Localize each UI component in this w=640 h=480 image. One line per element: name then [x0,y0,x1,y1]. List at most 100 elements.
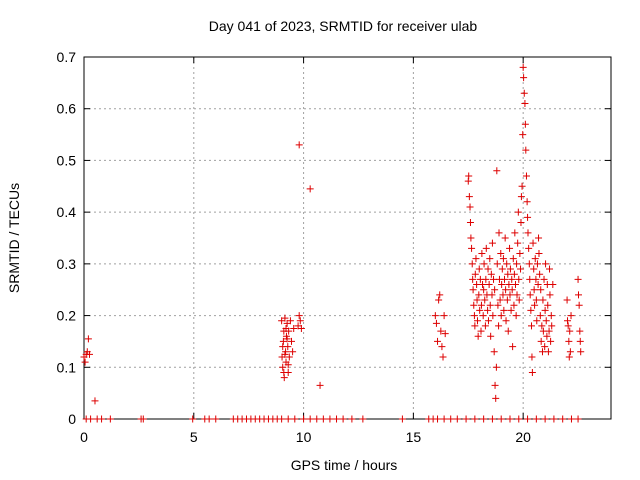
data-point [576,327,584,335]
data-point [471,270,479,278]
data-point [515,296,523,304]
data-point [515,415,523,423]
data-point [279,337,287,345]
data-point [205,415,213,423]
y-tick-label: 0.4 [57,204,77,220]
data-point [509,255,517,263]
data-point [278,415,286,423]
data-point [295,141,303,149]
data-point [285,353,293,361]
data-point [574,275,582,283]
data-point [510,270,518,278]
data-point [495,322,503,330]
data-point [466,218,474,226]
data-point [501,234,509,242]
data-point [282,325,290,332]
data-point [488,291,496,299]
data-point [525,260,533,268]
data-point [473,281,481,289]
data-point [542,317,550,325]
data-point [506,291,514,299]
data-point [469,275,477,283]
data-point [519,131,527,139]
data-point [506,415,514,423]
data-point [524,213,532,221]
data-point [529,239,537,247]
data-point [535,250,543,258]
data-point [477,327,485,335]
data-point [479,312,487,320]
data-point [513,260,521,268]
data-point [514,239,522,247]
y-tick-label: 0.5 [57,152,77,168]
data-point [503,260,511,268]
data-point [531,301,539,309]
data-point [544,348,552,356]
data-point [139,415,147,423]
data-point [524,229,532,237]
data-point [85,350,93,358]
data-point [333,415,341,423]
data-point [487,270,495,278]
data-point [434,337,442,345]
data-point [566,348,574,356]
data-point [491,286,499,294]
chart-title: Day 041 of 2023, SRMTID for receiver ula… [209,18,478,34]
data-point [575,301,583,309]
data-point [524,415,532,423]
data-point [481,296,489,304]
x-tick-label: 0 [80,429,88,445]
data-point [502,286,510,294]
axis-ticks: 0 0.1 0.2 0.3 0.4 0.5 0.6 0.7 0 5 10 15 20 [57,49,611,445]
data-point [440,415,448,423]
data-point [436,291,444,299]
data-point [434,415,442,423]
data-point [575,291,583,299]
data-point [319,415,327,423]
data-point [530,286,538,294]
data-point [466,203,474,211]
data-point [494,301,502,309]
data-point [289,348,297,356]
data-point [532,275,540,283]
data-point [527,306,535,314]
data-point [485,281,493,289]
data-point [507,306,515,314]
data-point [486,301,494,309]
data-point [505,281,513,289]
data-point [501,275,509,283]
data-point [279,363,287,371]
data-point [488,415,496,423]
data-point [509,343,517,351]
data-point [521,120,529,128]
data-point [523,198,531,206]
data-point [510,301,518,309]
data-point [545,327,553,335]
data-point [532,296,540,304]
x-tick-label: 20 [515,429,531,445]
data-point [500,306,508,314]
data-points [80,63,585,423]
data-point [517,265,525,273]
data-point [473,317,481,325]
data-point [520,74,528,82]
data-point [491,381,499,389]
data-point [441,330,449,338]
data-point [295,312,303,320]
x-tick-label: 10 [296,429,312,445]
data-point [474,332,482,340]
data-point [550,415,558,423]
data-point [530,265,538,273]
data-point [300,415,308,423]
data-point [490,348,498,356]
data-point [290,325,298,332]
data-point [532,415,540,423]
data-point [475,265,483,273]
data-point [521,100,529,108]
y-axis-label: SRMTID / TECUs [6,183,22,293]
data-point [528,368,536,376]
data-point [470,301,478,309]
data-point [484,265,492,273]
data-point [541,415,549,423]
